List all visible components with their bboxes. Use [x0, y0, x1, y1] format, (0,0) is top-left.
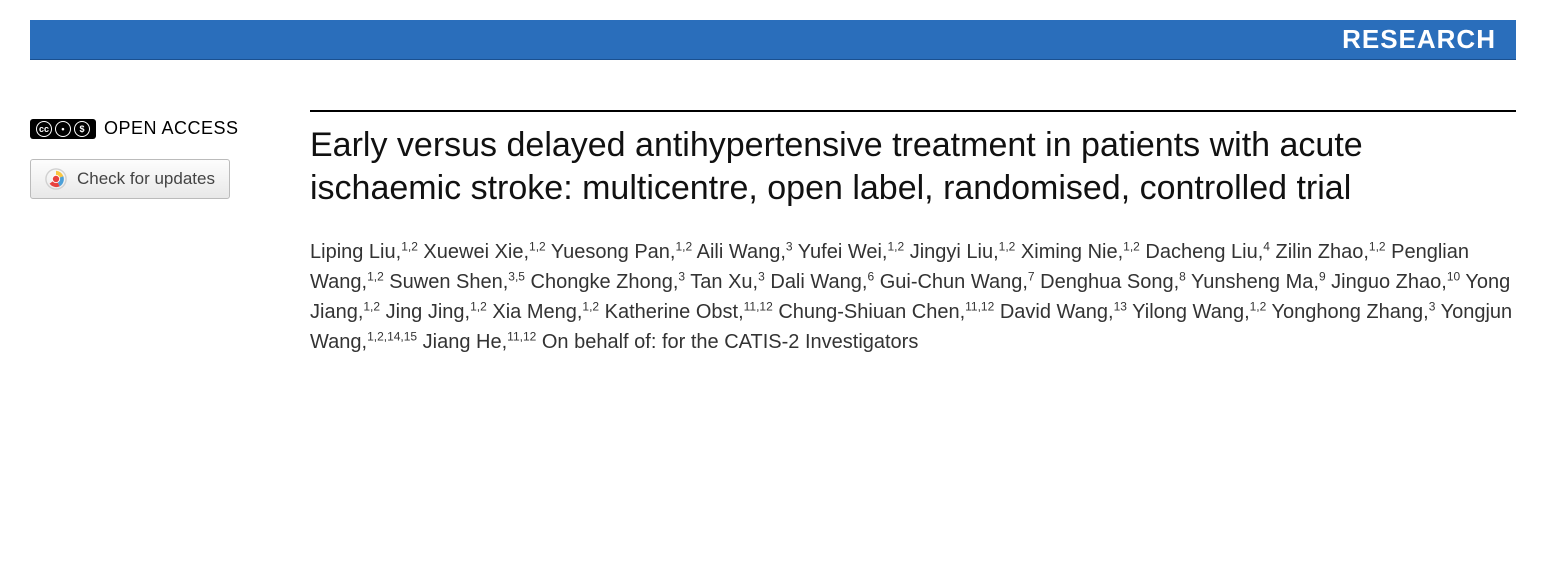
open-access-text: OPEN ACCESS [104, 118, 239, 139]
cc-license-icon: cc•$ [30, 119, 96, 139]
crossmark-icon [45, 168, 67, 190]
article-title: Early versus delayed antihypertensive tr… [310, 124, 1516, 209]
content-wrapper: cc•$ OPEN ACCESS Check for updates Early… [30, 110, 1516, 357]
check-updates-button[interactable]: Check for updates [30, 159, 230, 199]
main-column: Early versus delayed antihypertensive tr… [310, 110, 1516, 357]
section-header-bar: RESEARCH [30, 20, 1516, 60]
check-updates-label: Check for updates [77, 169, 215, 189]
left-sidebar: cc•$ OPEN ACCESS Check for updates [30, 110, 290, 357]
open-access-badge: cc•$ OPEN ACCESS [30, 118, 290, 139]
section-label: RESEARCH [1342, 24, 1496, 54]
author-list: Liping Liu,1,2 Xuewei Xie,1,2 Yuesong Pa… [310, 237, 1516, 357]
